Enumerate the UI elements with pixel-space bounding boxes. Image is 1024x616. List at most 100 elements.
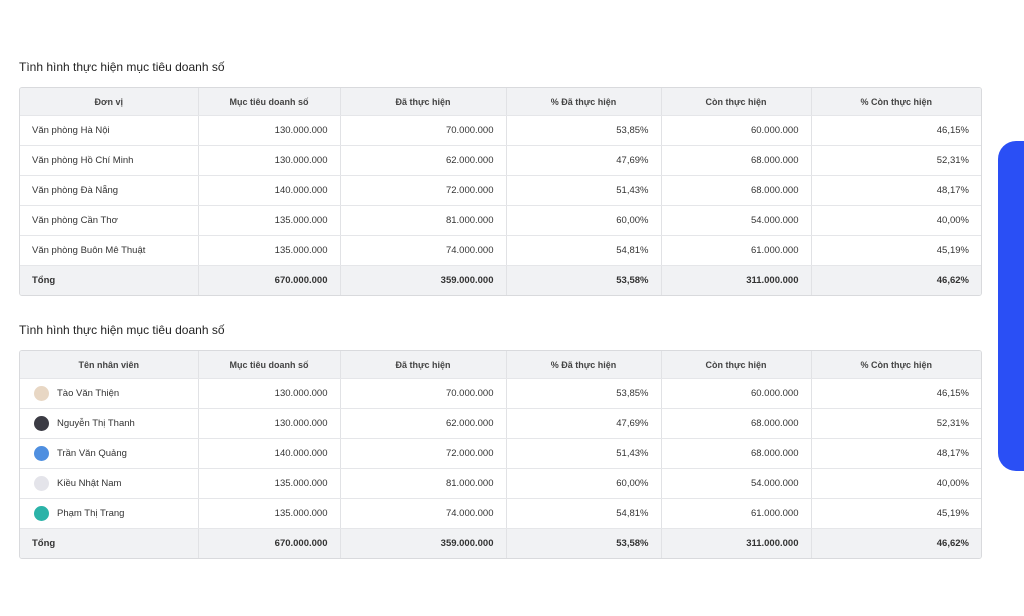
- employee-name: Trần Văn Quảng: [57, 448, 127, 460]
- cell: 74.000.000: [340, 498, 507, 529]
- cell: 45,19%: [811, 235, 981, 266]
- employee-name: Kiều Nhật Nam: [57, 478, 122, 490]
- cell: 60.000.000: [661, 115, 812, 146]
- cell: 70.000.000: [340, 378, 507, 409]
- column-header: Mục tiêu doanh số: [198, 88, 341, 116]
- column-header: Đã thực hiện: [340, 351, 507, 379]
- table-row: Tào Văn Thiện 130.000.000 70.000.000 53,85%…: [20, 378, 981, 409]
- cell: Văn phòng Hồ Chí Minh: [20, 145, 199, 176]
- cell: 54.000.000: [661, 205, 812, 236]
- cell: Phạm Thị Trang: [20, 498, 199, 529]
- cell: 60.000.000: [661, 378, 812, 409]
- table-row: Văn phòng Hồ Chí Minh 130.000.000 62.000.0…: [20, 145, 981, 176]
- cell: 140.000.000: [198, 175, 341, 206]
- cell: 51,43%: [506, 438, 662, 469]
- cell: Văn phòng Đà Nẵng: [20, 175, 199, 206]
- total-cell: 359.000.000: [340, 528, 507, 558]
- cell: 135.000.000: [198, 468, 341, 499]
- cell: Văn phòng Hà Nội: [20, 115, 199, 146]
- cell: 72.000.000: [340, 438, 507, 469]
- column-header: Tên nhân viên: [20, 351, 199, 379]
- side-tab[interactable]: [998, 141, 1024, 471]
- cell: 62.000.000: [340, 145, 507, 176]
- total-row: Tổng 670.000.000 359.000.000 53,58% 311.000.…: [20, 528, 981, 558]
- cell: 140.000.000: [198, 438, 341, 469]
- table-title: Tình hình thực hiện mục tiêu doanh số: [19, 60, 225, 74]
- table-row: Văn phòng Hà Nội 130.000.000 70.000.000 53,…: [20, 115, 981, 146]
- cell: 46,15%: [811, 378, 981, 409]
- cell: 130.000.000: [198, 145, 341, 176]
- cell: 74.000.000: [340, 235, 507, 266]
- cell: 48,17%: [811, 175, 981, 206]
- cell: Nguyễn Thị Thanh: [20, 408, 199, 439]
- cell: 52,31%: [811, 145, 981, 176]
- employee-name: Phạm Thị Trang: [57, 508, 125, 520]
- data-table: Tên nhân viên Mục tiêu doanh số Đã thực hi…: [20, 351, 981, 558]
- cell: 46,15%: [811, 115, 981, 146]
- cell: 72.000.000: [340, 175, 507, 206]
- cell: Kiều Nhật Nam: [20, 468, 199, 499]
- cell: 60,00%: [506, 205, 662, 236]
- cell: 130.000.000: [198, 378, 341, 409]
- table-row: Nguyễn Thị Thanh 130.000.000 62.000.000 47,…: [20, 408, 981, 439]
- cell: 53,85%: [506, 115, 662, 146]
- table-row: Kiều Nhật Nam 135.000.000 81.000.000 60,00%…: [20, 468, 981, 499]
- cell: 68.000.000: [661, 438, 812, 469]
- cell: 135.000.000: [198, 498, 341, 529]
- cell: 135.000.000: [198, 205, 341, 236]
- cell: 81.000.000: [340, 205, 507, 236]
- cell: 61.000.000: [661, 498, 812, 529]
- cell: 61.000.000: [661, 235, 812, 266]
- column-header: Còn thực hiện: [661, 88, 812, 116]
- total-cell: 46,62%: [811, 528, 981, 558]
- avatar: [34, 506, 49, 521]
- total-cell: 311.000.000: [661, 528, 812, 558]
- table: Đơn vị Mục tiêu doanh số Đã thực hiện% Đã …: [19, 87, 982, 296]
- cell: 51,43%: [506, 175, 662, 206]
- cell: 68.000.000: [661, 408, 812, 439]
- column-header: % Đã thực hiện: [506, 88, 662, 116]
- avatar: [34, 476, 49, 491]
- column-header: Còn thực hiện: [661, 351, 812, 379]
- cell: 47,69%: [506, 145, 662, 176]
- total-cell: 46,62%: [811, 265, 981, 295]
- total-cell: 359.000.000: [340, 265, 507, 295]
- avatar: [34, 416, 49, 431]
- column-header: Đơn vị: [20, 88, 199, 116]
- cell: 135.000.000: [198, 235, 341, 266]
- cell: 68.000.000: [661, 175, 812, 206]
- cell: Văn phòng Buôn Mê Thuật: [20, 235, 199, 266]
- table-row: Văn phòng Buôn Mê Thuật 135.000.000 74.000…: [20, 235, 981, 266]
- cell: 68.000.000: [661, 145, 812, 176]
- table: Tên nhân viên Mục tiêu doanh số Đã thực hi…: [19, 350, 982, 559]
- total-cell: 53,58%: [506, 265, 662, 295]
- cell: 130.000.000: [198, 408, 341, 439]
- cell: 54,81%: [506, 498, 662, 529]
- cell: 54.000.000: [661, 468, 812, 499]
- table-row: Phạm Thị Trang 135.000.000 74.000.000 54,81…: [20, 498, 981, 529]
- total-cell: 311.000.000: [661, 265, 812, 295]
- total-cell: Tổng: [20, 528, 199, 558]
- data-table: Đơn vị Mục tiêu doanh số Đã thực hiện% Đã …: [20, 88, 981, 295]
- cell: 45,19%: [811, 498, 981, 529]
- cell: 54,81%: [506, 235, 662, 266]
- column-header: Mục tiêu doanh số: [198, 351, 341, 379]
- total-row: Tổng 670.000.000 359.000.000 53,58% 311.000.…: [20, 265, 981, 295]
- cell: 52,31%: [811, 408, 981, 439]
- total-cell: 670.000.000: [198, 265, 341, 295]
- total-cell: 53,58%: [506, 528, 662, 558]
- column-header: Đã thực hiện: [340, 88, 507, 116]
- cell: 70.000.000: [340, 115, 507, 146]
- total-cell: Tổng: [20, 265, 199, 295]
- column-header: % Còn thực hiện: [811, 351, 981, 379]
- total-cell: 670.000.000: [198, 528, 341, 558]
- table-row: Trần Văn Quảng 140.000.000 72.000.000 51,43…: [20, 438, 981, 469]
- employee-name: Nguyễn Thị Thanh: [57, 418, 135, 430]
- employee-name: Tào Văn Thiện: [57, 388, 120, 400]
- cell: 40,00%: [811, 205, 981, 236]
- cell: Văn phòng Cần Thơ: [20, 205, 199, 236]
- cell: Tào Văn Thiện: [20, 378, 199, 409]
- cell: 60,00%: [506, 468, 662, 499]
- cell: 53,85%: [506, 378, 662, 409]
